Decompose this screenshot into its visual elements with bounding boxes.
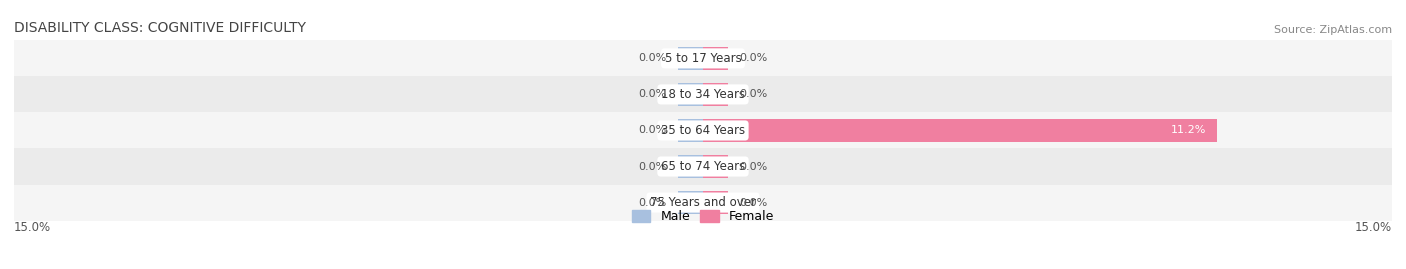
Text: 0.0%: 0.0%: [740, 53, 768, 63]
Bar: [678, 155, 703, 178]
Bar: [678, 119, 703, 142]
Text: Source: ZipAtlas.com: Source: ZipAtlas.com: [1274, 25, 1392, 35]
Text: 0.0%: 0.0%: [638, 125, 666, 136]
Bar: [678, 83, 703, 106]
Text: 0.0%: 0.0%: [740, 89, 768, 100]
Text: 0.0%: 0.0%: [638, 161, 666, 172]
Bar: [703, 47, 728, 70]
Bar: [678, 47, 703, 70]
Text: 15.0%: 15.0%: [1355, 221, 1392, 233]
Text: 65 to 74 Years: 65 to 74 Years: [661, 160, 745, 173]
Bar: [14, 76, 1392, 112]
Bar: [703, 119, 1218, 142]
Text: 0.0%: 0.0%: [740, 161, 768, 172]
Text: 15.0%: 15.0%: [14, 221, 51, 233]
Bar: [14, 185, 1392, 221]
Text: 35 to 64 Years: 35 to 64 Years: [661, 124, 745, 137]
Bar: [703, 191, 728, 214]
Text: 75 Years and over: 75 Years and over: [650, 196, 756, 209]
Text: 11.2%: 11.2%: [1171, 125, 1206, 136]
Bar: [14, 148, 1392, 185]
Legend: Male, Female: Male, Female: [631, 210, 775, 223]
Text: DISABILITY CLASS: COGNITIVE DIFFICULTY: DISABILITY CLASS: COGNITIVE DIFFICULTY: [14, 21, 307, 35]
Text: 0.0%: 0.0%: [638, 197, 666, 208]
Bar: [14, 112, 1392, 148]
Bar: [703, 83, 728, 106]
Text: 5 to 17 Years: 5 to 17 Years: [665, 52, 741, 65]
Text: 0.0%: 0.0%: [740, 197, 768, 208]
Text: 0.0%: 0.0%: [638, 53, 666, 63]
Bar: [14, 40, 1392, 76]
Text: 18 to 34 Years: 18 to 34 Years: [661, 88, 745, 101]
Text: 0.0%: 0.0%: [638, 89, 666, 100]
Bar: [678, 191, 703, 214]
Bar: [703, 155, 728, 178]
